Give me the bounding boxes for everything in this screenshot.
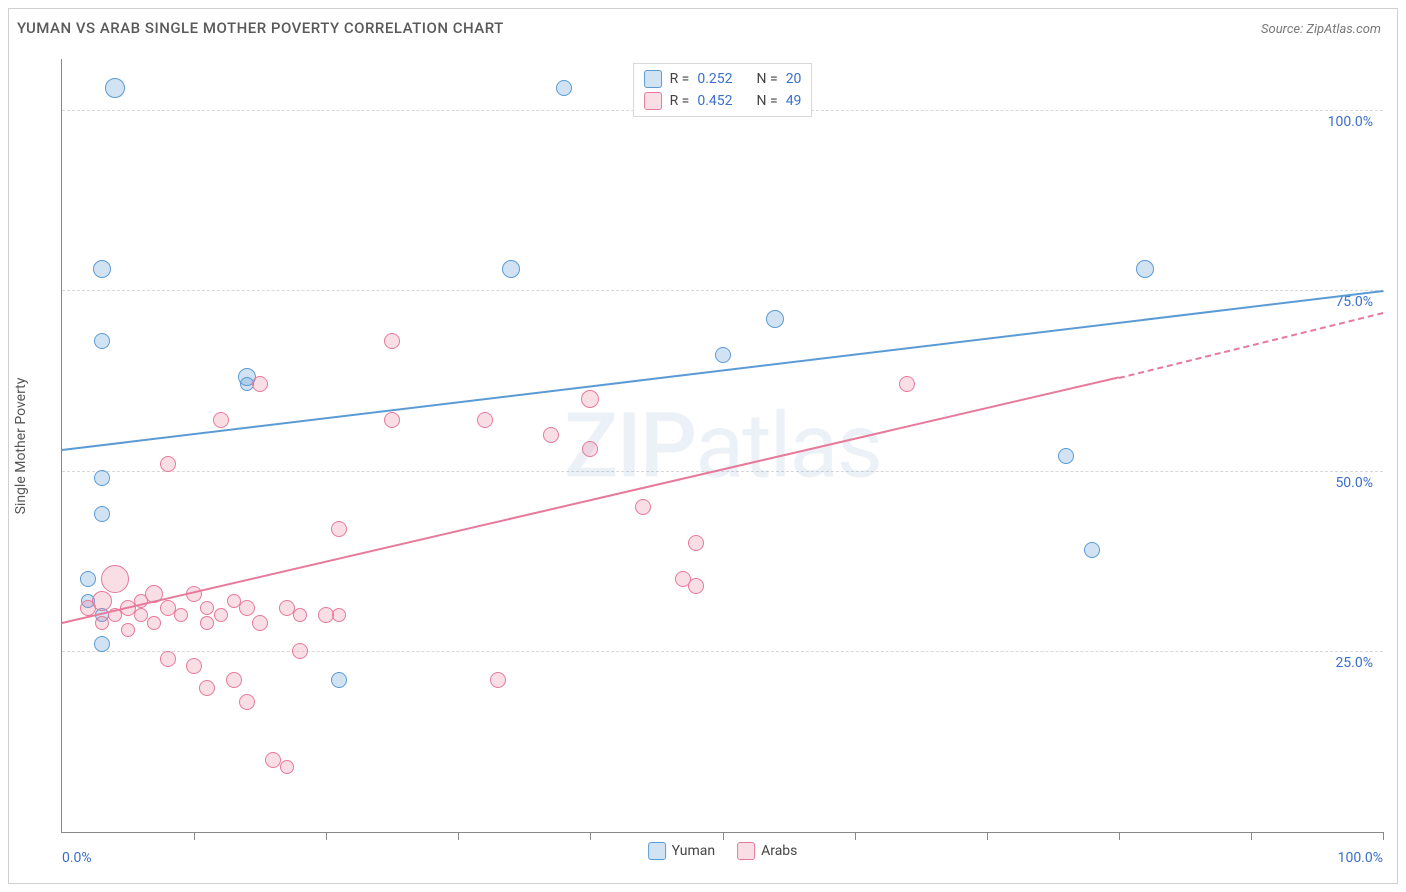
x-tick — [723, 832, 724, 840]
arabs-point — [635, 499, 651, 515]
x-tick — [987, 832, 988, 840]
arabs-point — [200, 601, 214, 615]
gridline — [62, 471, 1383, 472]
x-tick — [1251, 832, 1252, 840]
arabs-point — [160, 456, 176, 472]
legend-row-yuman: R =0.252N =20 — [644, 68, 802, 90]
arabs-point — [581, 390, 599, 408]
yuman-swatch — [644, 70, 662, 88]
yuman-trendline — [62, 290, 1383, 451]
arabs-point — [543, 427, 559, 443]
arabs-point — [226, 672, 242, 688]
arabs-point — [239, 694, 255, 710]
yuman-point — [766, 310, 784, 328]
plot-area: ZIPatlas R =0.252N =20R =0.452N =49 Yuma… — [61, 59, 1383, 833]
yuman-point — [93, 260, 111, 278]
yuman-point — [94, 506, 110, 522]
arabs-point — [331, 521, 347, 537]
x-tick — [1119, 832, 1120, 840]
arabs-point — [239, 600, 255, 616]
gridline — [62, 651, 1383, 652]
x-tick — [855, 832, 856, 840]
arabs-point — [477, 412, 493, 428]
watermark: ZIPatlas — [564, 393, 881, 498]
x-tick — [458, 832, 459, 840]
gridline — [62, 290, 1383, 291]
arabs-point — [174, 608, 188, 622]
yuman-swatch-icon — [648, 842, 666, 860]
x-tick — [590, 832, 591, 840]
arabs-point — [227, 594, 241, 608]
yuman-point — [94, 470, 110, 486]
arabs-point — [134, 608, 148, 622]
y-tick-label: 50.0% — [1335, 475, 1373, 491]
chart-title: YUMAN VS ARAB SINGLE MOTHER POVERTY CORR… — [17, 19, 504, 37]
arabs-point — [200, 616, 214, 630]
legend-series: Yuman Arabs — [648, 842, 798, 860]
arabs-point — [688, 578, 704, 594]
arabs-point — [213, 412, 229, 428]
yuman-point — [715, 347, 731, 363]
legend-item-yuman: Yuman — [648, 842, 715, 860]
arabs-point — [332, 608, 346, 622]
arabs-point — [384, 333, 400, 349]
x-tick-label: 100.0% — [1338, 850, 1383, 866]
legend-label: Arabs — [761, 843, 797, 859]
yuman-point — [80, 571, 96, 587]
y-axis-label: Single Mother Poverty — [13, 378, 29, 515]
yuman-point — [105, 78, 125, 98]
arabs-point — [252, 615, 268, 631]
arabs-point — [101, 565, 129, 593]
arabs-point — [490, 672, 506, 688]
legend-label: Yuman — [672, 843, 715, 859]
yuman-point — [556, 80, 572, 96]
arabs-point — [688, 535, 704, 551]
arabs-point — [214, 608, 228, 622]
yuman-point — [94, 636, 110, 652]
y-tick-label: 25.0% — [1335, 655, 1373, 671]
arabs-point — [186, 658, 202, 674]
arabs-point — [121, 623, 135, 637]
yuman-point — [1084, 542, 1100, 558]
plot-wrapper: Single Mother Poverty ZIPatlas R =0.252N… — [39, 59, 1383, 833]
y-tick-label: 100.0% — [1328, 114, 1373, 130]
yuman-point — [94, 333, 110, 349]
arabs-point — [280, 760, 294, 774]
x-tick — [194, 832, 195, 840]
legend-correlation: R =0.252N =20R =0.452N =49 — [633, 63, 813, 117]
yuman-point — [331, 672, 347, 688]
arabs-point — [147, 616, 161, 630]
arabs-point — [899, 376, 915, 392]
legend-row-arabs: R =0.452N =49 — [644, 90, 802, 112]
arabs-point — [252, 376, 268, 392]
arabs-point — [95, 616, 109, 630]
arabs-swatch — [644, 92, 662, 110]
chart-container: YUMAN VS ARAB SINGLE MOTHER POVERTY CORR… — [8, 8, 1398, 884]
x-tick — [326, 832, 327, 840]
legend-item-arabs: Arabs — [737, 842, 797, 860]
arabs-point — [582, 441, 598, 457]
arabs-point — [293, 608, 307, 622]
yuman-point — [1136, 260, 1154, 278]
yuman-point — [502, 260, 520, 278]
arabs-trendline-dashed — [1119, 312, 1384, 379]
x-tick-label: 0.0% — [62, 850, 92, 866]
arabs-point — [292, 643, 308, 659]
arabs-point — [199, 680, 215, 696]
arabs-point — [384, 412, 400, 428]
source-label: Source: ZipAtlas.com — [1261, 22, 1381, 37]
arabs-point — [160, 651, 176, 667]
title-bar: YUMAN VS ARAB SINGLE MOTHER POVERTY CORR… — [9, 9, 1397, 41]
arabs-swatch-icon — [737, 842, 755, 860]
yuman-point — [1058, 448, 1074, 464]
x-tick — [1383, 832, 1384, 840]
